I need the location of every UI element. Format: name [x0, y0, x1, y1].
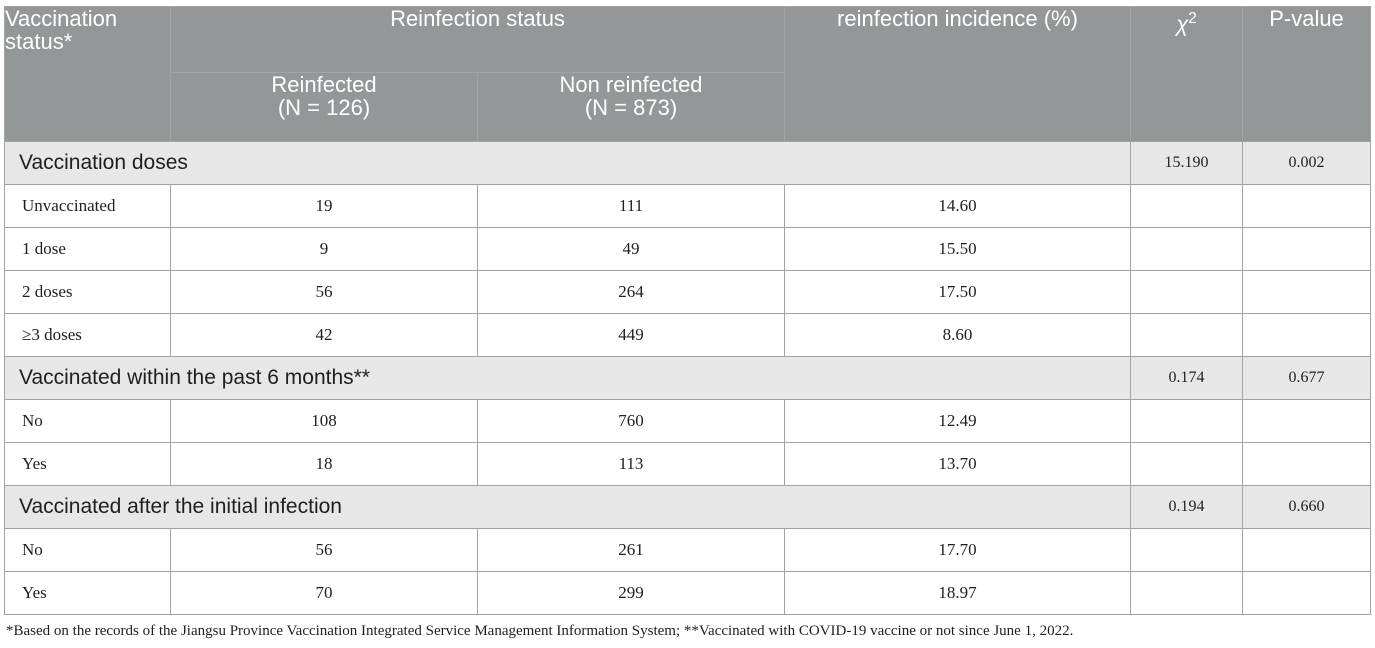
- p-value: 0.677: [1242, 356, 1371, 400]
- p-value: 0.002: [1242, 141, 1371, 185]
- header-reinfection-status: Reinfection status: [170, 6, 785, 73]
- table-row: No 56 261 17.70: [4, 528, 1371, 572]
- empty-cell: [1130, 313, 1243, 357]
- section-row: Vaccinated after the initial infection 0…: [4, 485, 1371, 529]
- empty-cell: [1130, 528, 1243, 572]
- reinfected-count: 9: [170, 227, 478, 271]
- reinfected-count: 70: [170, 571, 478, 615]
- empty-cell: [1130, 184, 1243, 228]
- incidence-value: 18.97: [784, 571, 1131, 615]
- empty-cell: [1242, 571, 1371, 615]
- empty-cell: [1242, 442, 1371, 486]
- non-reinfected-count: 111: [477, 184, 785, 228]
- row-label: Yes: [4, 571, 171, 615]
- row-label: No: [4, 528, 171, 572]
- incidence-value: 8.60: [784, 313, 1131, 357]
- non-reinfected-count: 49: [477, 227, 785, 271]
- header-chi-square: χ2: [1130, 6, 1243, 142]
- header-reinfected: Reinfected (N = 126): [170, 72, 478, 142]
- empty-cell: [1130, 571, 1243, 615]
- empty-cell: [1242, 399, 1371, 443]
- chi-square-value: 15.190: [1130, 141, 1243, 185]
- non-reinfected-count: 299: [477, 571, 785, 615]
- section-title: Vaccination doses: [4, 141, 1131, 185]
- section-title: Vaccinated after the initial infection: [4, 485, 1131, 529]
- empty-cell: [1242, 270, 1371, 314]
- row-label: No: [4, 399, 171, 443]
- incidence-value: 17.50: [784, 270, 1131, 314]
- reinfected-count: 56: [170, 528, 478, 572]
- incidence-value: 12.49: [784, 399, 1131, 443]
- empty-cell: [1242, 227, 1371, 271]
- chi-square-value: 0.194: [1130, 485, 1243, 529]
- incidence-value: 17.70: [784, 528, 1131, 572]
- non-reinfected-count: 264: [477, 270, 785, 314]
- row-label: 2 doses: [4, 270, 171, 314]
- section-row: Vaccinated within the past 6 months** 0.…: [4, 356, 1371, 400]
- vaccination-reinfection-table: Vaccination status* Reinfection status r…: [4, 6, 1371, 615]
- empty-cell: [1130, 399, 1243, 443]
- section-row: Vaccination doses 15.190 0.002: [4, 141, 1371, 185]
- row-label: Yes: [4, 442, 171, 486]
- reinfected-count: 42: [170, 313, 478, 357]
- non-reinfected-count: 449: [477, 313, 785, 357]
- empty-cell: [1130, 227, 1243, 271]
- table-row: Yes 70 299 18.97: [4, 571, 1371, 615]
- table-row: Unvaccinated 19 111 14.60: [4, 184, 1371, 228]
- reinfected-count: 19: [170, 184, 478, 228]
- header-vaccination-status: Vaccination status*: [4, 6, 171, 142]
- header-p-value: P-value: [1242, 6, 1371, 142]
- row-label: ≥3 doses: [4, 313, 171, 357]
- incidence-value: 15.50: [784, 227, 1131, 271]
- non-reinfected-count: 261: [477, 528, 785, 572]
- chi-square-value: 0.174: [1130, 356, 1243, 400]
- reinfected-count: 108: [170, 399, 478, 443]
- empty-cell: [1242, 313, 1371, 357]
- table-row: ≥3 doses 42 449 8.60: [4, 313, 1371, 357]
- non-reinfected-count: 760: [477, 399, 785, 443]
- empty-cell: [1130, 442, 1243, 486]
- incidence-value: 14.60: [784, 184, 1131, 228]
- table-row: Yes 18 113 13.70: [4, 442, 1371, 486]
- row-label: 1 dose: [4, 227, 171, 271]
- row-label: Unvaccinated: [4, 184, 171, 228]
- incidence-value: 13.70: [784, 442, 1131, 486]
- empty-cell: [1130, 270, 1243, 314]
- empty-cell: [1242, 528, 1371, 572]
- section-title: Vaccinated within the past 6 months**: [4, 356, 1131, 400]
- table-row: 2 doses 56 264 17.50: [4, 270, 1371, 314]
- reinfected-count: 18: [170, 442, 478, 486]
- table-footnote: *Based on the records of the Jiangsu Pro…: [6, 623, 1074, 639]
- empty-cell: [1242, 184, 1371, 228]
- header-incidence: reinfection incidence (%): [784, 6, 1131, 142]
- non-reinfected-count: 113: [477, 442, 785, 486]
- header-non-reinfected: Non reinfected (N = 873): [477, 72, 785, 142]
- table-row: 1 dose 9 49 15.50: [4, 227, 1371, 271]
- p-value: 0.660: [1242, 485, 1371, 529]
- reinfected-count: 56: [170, 270, 478, 314]
- table-row: No 108 760 12.49: [4, 399, 1371, 443]
